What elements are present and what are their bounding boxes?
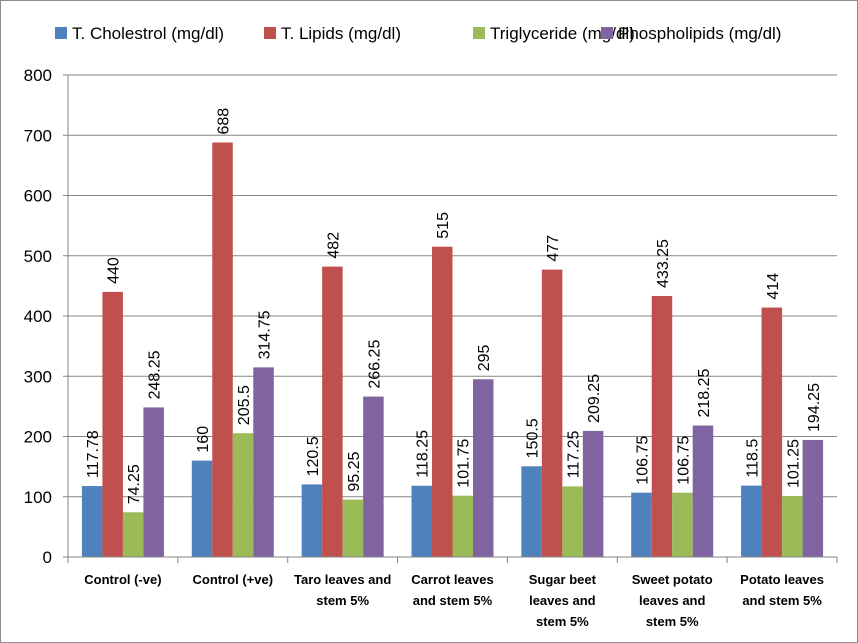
data-label: 433.25	[655, 239, 672, 288]
bar	[473, 379, 494, 557]
legend-label: T. Cholestrol (mg/dl)	[72, 24, 224, 43]
category-label: Control (+ve)	[193, 572, 274, 587]
bar	[692, 425, 714, 557]
bar-series	[81, 142, 824, 558]
bar	[301, 484, 323, 557]
category-label: and stem 5%	[742, 593, 822, 608]
bar	[452, 495, 473, 557]
y-tick-label: 700	[24, 126, 52, 145]
data-label: 74.25	[126, 464, 143, 504]
data-label: 218.25	[696, 368, 713, 417]
axes	[67, 75, 838, 563]
category-label: and stem 5%	[413, 593, 493, 608]
y-tick-label: 100	[24, 488, 52, 507]
bar	[541, 269, 563, 557]
y-tick-label: 800	[24, 66, 52, 85]
data-label: 194.25	[806, 383, 823, 432]
y-tick-label: 400	[24, 307, 52, 326]
legend-swatch	[264, 27, 276, 39]
bar	[672, 492, 693, 557]
data-label: 314.75	[257, 310, 274, 359]
data-label: 150.5	[525, 418, 542, 458]
data-label: 209.25	[586, 374, 603, 423]
legend-label: T. Lipids (mg/dl)	[281, 24, 401, 43]
legend-swatch	[55, 27, 67, 39]
bar	[521, 466, 542, 557]
category-label: Control (-ve)	[84, 572, 161, 587]
data-label: 106.75	[675, 436, 692, 485]
data-label: 95.25	[346, 451, 363, 491]
data-label: 117.78	[85, 430, 102, 478]
category-label: Sugar beet	[529, 572, 597, 587]
bar	[363, 396, 384, 557]
bar	[631, 492, 652, 557]
y-tick-label: 600	[24, 187, 52, 206]
data-label: 477	[545, 235, 562, 262]
bar	[322, 266, 343, 557]
category-label: Carrot leaves	[411, 572, 493, 587]
bar	[102, 291, 123, 557]
bar	[651, 295, 673, 557]
data-label: 266.25	[366, 340, 383, 389]
category-label: Taro leaves and	[294, 572, 391, 587]
bar	[143, 407, 164, 557]
bar	[191, 460, 213, 557]
data-label: 248.25	[147, 350, 164, 399]
data-label: 117.25	[566, 431, 583, 479]
data-label: 160	[195, 426, 212, 453]
data-label: 295	[476, 344, 493, 371]
data-label: 120.5	[305, 436, 322, 476]
bar	[122, 512, 144, 557]
category-label: leaves and	[639, 593, 706, 608]
bar	[342, 499, 364, 557]
data-label: 118.25	[415, 430, 432, 478]
category-label: Sweet potato	[632, 572, 713, 587]
bar	[81, 486, 103, 557]
bar	[562, 486, 583, 557]
bar	[212, 142, 233, 558]
bar	[411, 485, 432, 557]
y-tick-label: 200	[24, 428, 52, 447]
data-label: 440	[106, 257, 123, 284]
category-label: stem 5%	[316, 593, 369, 608]
category-label: stem 5%	[646, 614, 699, 629]
data-label: 688	[216, 108, 233, 135]
bar	[802, 439, 824, 557]
bar	[232, 433, 254, 557]
bar	[761, 307, 783, 557]
legend-label: Triglyceride (mg/dl)	[490, 24, 635, 43]
data-labels: 117.78 160 120.5 118.25 150.5 106.75 118.5 440 6…	[85, 108, 823, 505]
data-label: 515	[435, 212, 452, 239]
y-tick-label: 0	[43, 548, 52, 567]
data-label: 205.5	[236, 385, 253, 425]
bar	[253, 367, 274, 557]
y-tick-label: 500	[24, 247, 52, 266]
legend-label: Phospholipids (mg/dl)	[618, 24, 781, 43]
bar	[582, 430, 604, 557]
y-axis-ticks: 0 100 200 300 400 500 600 700 800	[24, 66, 68, 567]
data-label: 118.5	[744, 439, 761, 478]
chart-legend: T. Cholestrol (mg/dl) T. Lipids (mg/dl) Tr…	[55, 24, 781, 43]
category-label: stem 5%	[536, 614, 589, 629]
category-label: leaves and	[529, 593, 596, 608]
data-label: 101.75	[456, 439, 473, 488]
data-label: 101.25	[785, 439, 802, 488]
legend-swatch	[601, 27, 613, 39]
bar	[432, 246, 453, 557]
category-label: Potato leaves	[740, 572, 824, 587]
data-label: 414	[765, 273, 782, 300]
legend-swatch	[473, 27, 485, 39]
data-label: 106.75	[634, 436, 651, 485]
bar	[782, 495, 803, 557]
x-axis-labels: Control (-ve) Control (+ve) Taro leaves an…	[84, 572, 824, 629]
y-tick-label: 300	[24, 367, 52, 386]
bar	[741, 485, 762, 557]
data-label: 482	[325, 232, 342, 259]
